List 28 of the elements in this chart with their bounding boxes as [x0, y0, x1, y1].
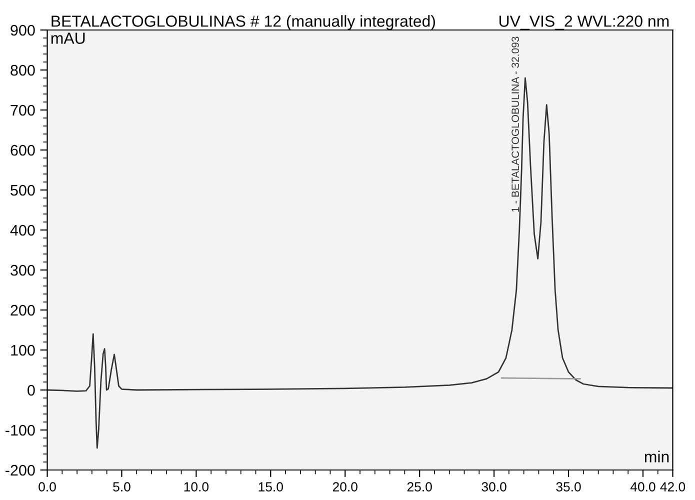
x-tick-label: 0.0 — [38, 482, 56, 492]
line-series — [47, 77, 673, 449]
chart-title: BETALACTOGLOBULINAS # 12 (manually integrated) — [52, 15, 435, 30]
x-tick-label: 20.0 — [332, 482, 358, 492]
y-tick-label: 800 — [10, 64, 35, 76]
y-tick-label: 600 — [10, 144, 35, 156]
x-tick-label: 35.0 — [556, 482, 581, 492]
x-tick-label: 10.0 — [184, 482, 209, 492]
y-tick-label: -100 — [6, 424, 35, 436]
x-axis-title: min — [644, 450, 669, 462]
y-tick-label: 100 — [11, 344, 35, 356]
x-tick-label: 40.0 — [630, 482, 656, 492]
x-tick-label: 25.0 — [407, 482, 432, 492]
y-tick-label: 900 — [10, 24, 35, 36]
x-tick-label: 30.0 — [482, 482, 506, 492]
y-tick-label: -200 — [6, 464, 35, 476]
x-tick-label: 5.0 — [113, 482, 130, 492]
y-tick-label: 700 — [10, 104, 35, 116]
x-tick-label: 42.0 — [660, 482, 686, 492]
annotation: 1 - BETALACTOGLOBULINA - 32.093 — [512, 36, 519, 212]
y-tick-label: 300 — [10, 264, 35, 276]
y-axis-title: mAU — [51, 32, 85, 44]
chart-subtitle: UV_VIS_2 WVL:220 nm — [500, 16, 669, 30]
x-tick-label: 15.0 — [258, 482, 283, 492]
y-tick-label: 500 — [10, 184, 35, 196]
y-tick-label: 0 — [28, 384, 35, 396]
y-tick-label: 400 — [10, 224, 35, 236]
y-tick-label: 200 — [10, 304, 35, 316]
